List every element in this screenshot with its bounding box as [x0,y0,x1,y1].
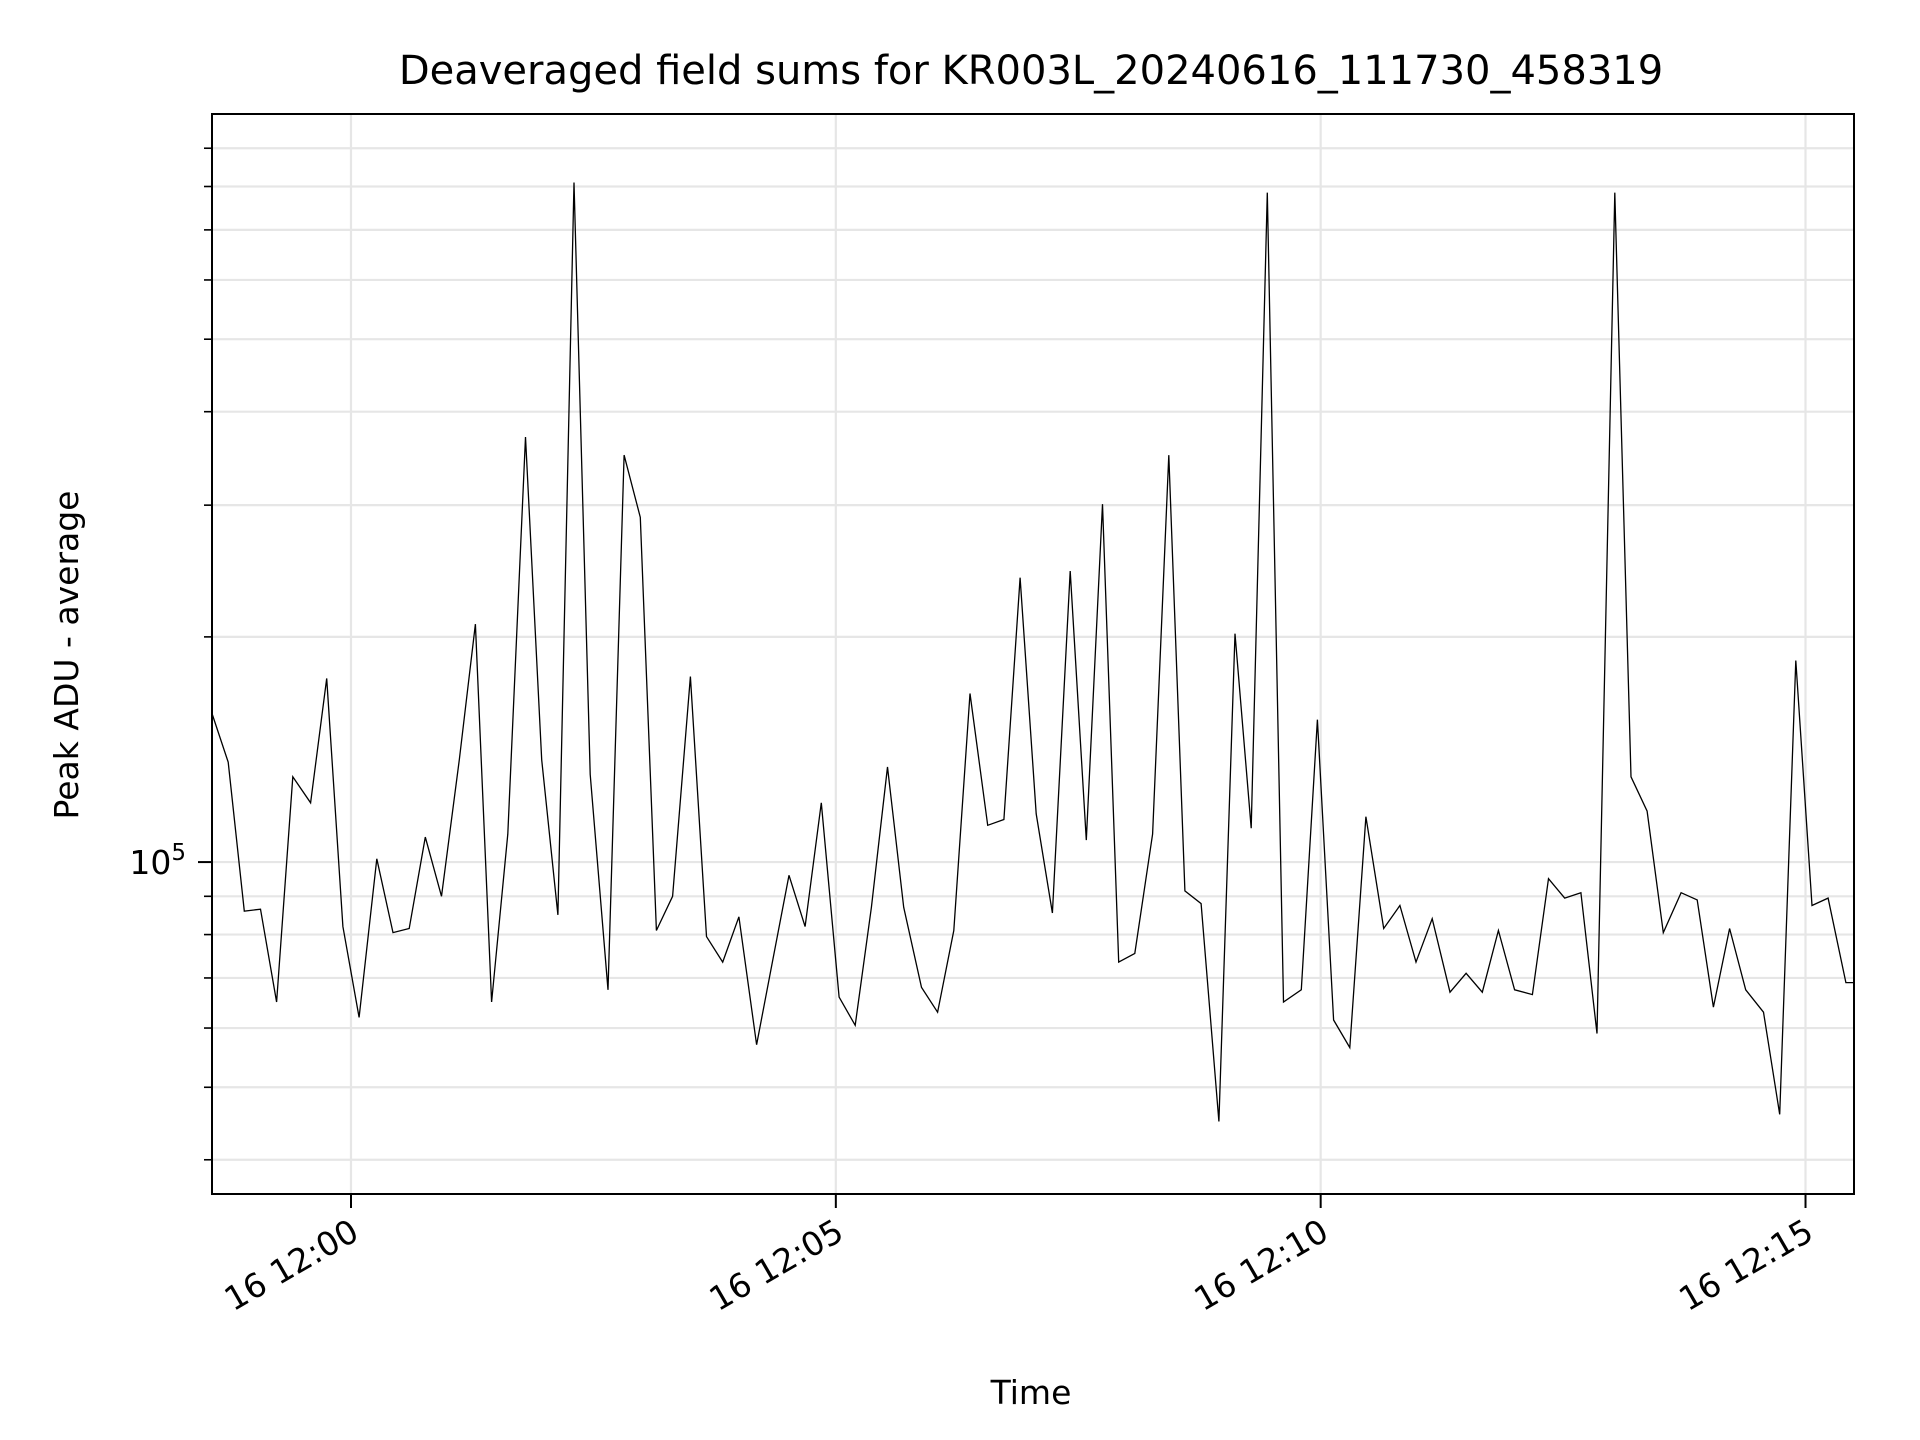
plot-frame [211,113,1855,1195]
grid [212,114,1854,1194]
y-axis-label: Peak ADU - average [47,491,86,820]
series-line [211,182,1854,1122]
chart-title: Deaveraged field sums for KR003L_2024061… [399,48,1663,94]
x-axis-label: Time [990,1373,1072,1412]
y-tick-label: 105 [129,840,186,882]
y-tick-label-base: 10 [129,843,171,882]
y-tick-label-exponent: 5 [171,840,186,866]
